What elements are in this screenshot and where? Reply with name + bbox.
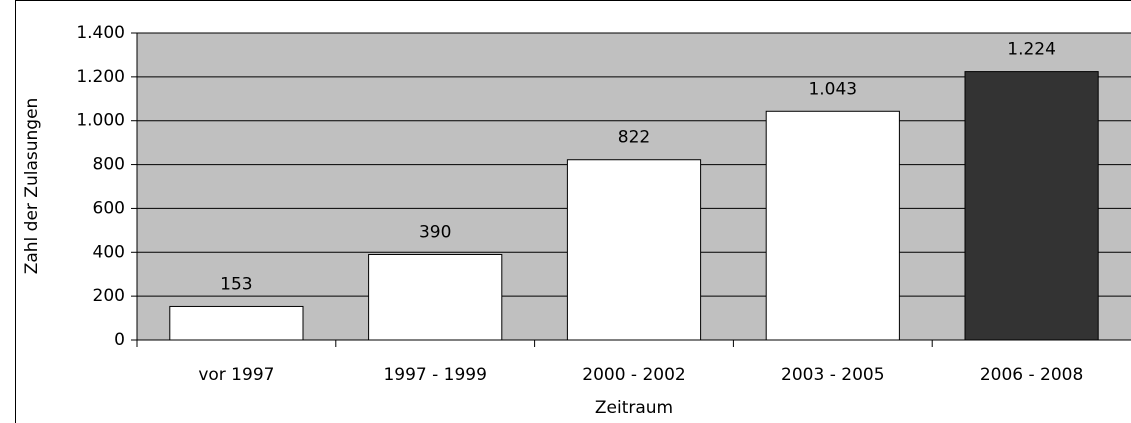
x-tick-label: 2006 - 2008 bbox=[980, 365, 1083, 385]
y-tick-label: 1.200 bbox=[76, 67, 125, 87]
y-tick-label: 400 bbox=[93, 242, 125, 262]
y-tick-label: 600 bbox=[93, 198, 125, 218]
bar bbox=[368, 253, 503, 341]
y-tick-label: 1.000 bbox=[76, 111, 125, 131]
x-tick-label: 2003 - 2005 bbox=[781, 365, 884, 385]
bar bbox=[765, 110, 900, 341]
x-tick-label: 2000 - 2002 bbox=[582, 365, 685, 385]
bar bbox=[169, 305, 304, 341]
y-tick-label: 200 bbox=[93, 286, 125, 306]
data-label: 822 bbox=[618, 128, 650, 148]
data-label: 1.224 bbox=[1007, 40, 1056, 60]
data-label: 390 bbox=[419, 222, 451, 242]
data-label: 153 bbox=[220, 274, 252, 294]
y-axis-title: Zahl der Zulasungen bbox=[22, 98, 42, 275]
y-tick-label: 0 bbox=[114, 330, 125, 350]
x-tick-label: 1997 - 1999 bbox=[383, 365, 486, 385]
y-tick-label: 1.400 bbox=[76, 23, 125, 43]
x-axis-title: Zeitraum bbox=[595, 398, 673, 418]
x-tick-label: vor 1997 bbox=[198, 365, 274, 385]
data-label: 1.043 bbox=[808, 79, 857, 99]
bar bbox=[964, 71, 1099, 341]
y-tick-label: 800 bbox=[93, 155, 125, 175]
bar bbox=[566, 159, 702, 341]
